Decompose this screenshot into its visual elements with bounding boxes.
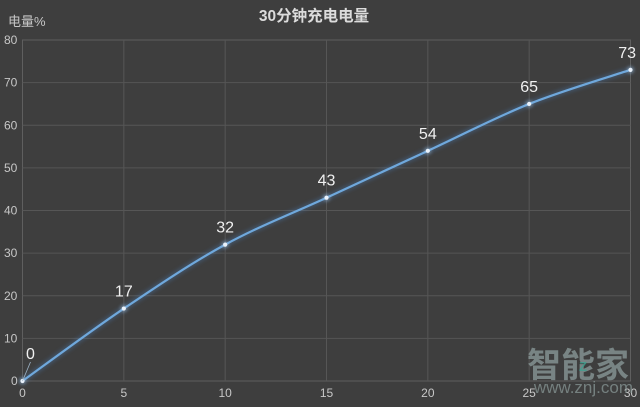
svg-text:0: 0 (19, 386, 26, 400)
svg-text:30: 30 (624, 386, 638, 400)
svg-text:5: 5 (120, 386, 127, 400)
svg-text:70: 70 (4, 76, 18, 90)
svg-text:50: 50 (4, 161, 18, 175)
svg-text:10: 10 (218, 386, 232, 400)
svg-text:0: 0 (11, 374, 18, 388)
svg-text:25: 25 (522, 386, 536, 400)
svg-text:15: 15 (320, 386, 334, 400)
svg-text:32: 32 (216, 220, 234, 237)
svg-text:30: 30 (4, 246, 18, 260)
svg-text:10: 10 (4, 331, 18, 345)
svg-text:43: 43 (318, 173, 336, 190)
svg-text:73: 73 (618, 45, 636, 62)
svg-text:40: 40 (4, 204, 18, 218)
svg-text:0: 0 (26, 346, 35, 363)
svg-text:20: 20 (4, 289, 18, 303)
svg-text:20: 20 (421, 386, 435, 400)
svg-text:54: 54 (419, 126, 437, 143)
svg-text:65: 65 (520, 79, 538, 96)
svg-text:17: 17 (115, 284, 133, 301)
svg-text:80: 80 (4, 33, 18, 47)
svg-text:60: 60 (4, 118, 18, 132)
